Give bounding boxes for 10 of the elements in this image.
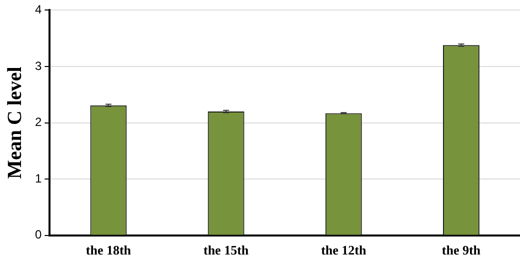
y-axis-title: Mean C level xyxy=(4,66,26,179)
y-tick-label: 0 xyxy=(34,228,42,242)
y-tick-label: 1 xyxy=(34,171,42,186)
x-tick-label: the 12th xyxy=(321,242,367,258)
y-tick-label: 4 xyxy=(34,2,42,17)
x-tick-label: the 18th xyxy=(86,242,132,258)
y-tick-label: 3 xyxy=(34,58,42,73)
x-tick-label: the 15th xyxy=(203,242,250,258)
x-tick-label: the 9th xyxy=(442,242,482,258)
y-tick-label: 2 xyxy=(34,115,42,130)
